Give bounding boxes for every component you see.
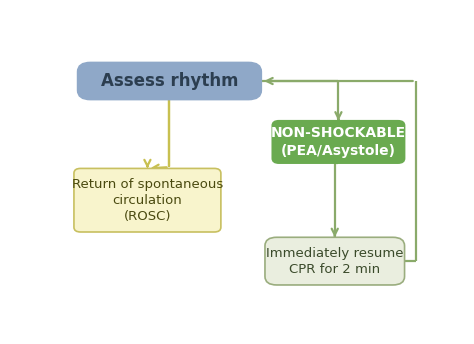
- Text: Immediately resume
CPR for 2 min: Immediately resume CPR for 2 min: [266, 247, 403, 276]
- FancyBboxPatch shape: [78, 63, 261, 99]
- Text: Assess rhythm: Assess rhythm: [100, 72, 238, 90]
- FancyBboxPatch shape: [272, 121, 405, 163]
- Text: Return of spontaneous
circulation
(ROSC): Return of spontaneous circulation (ROSC): [72, 178, 223, 223]
- FancyBboxPatch shape: [265, 237, 405, 285]
- Text: NON-SHOCKABLE
(PEA/Asystole): NON-SHOCKABLE (PEA/Asystole): [271, 126, 406, 158]
- FancyBboxPatch shape: [74, 169, 221, 232]
